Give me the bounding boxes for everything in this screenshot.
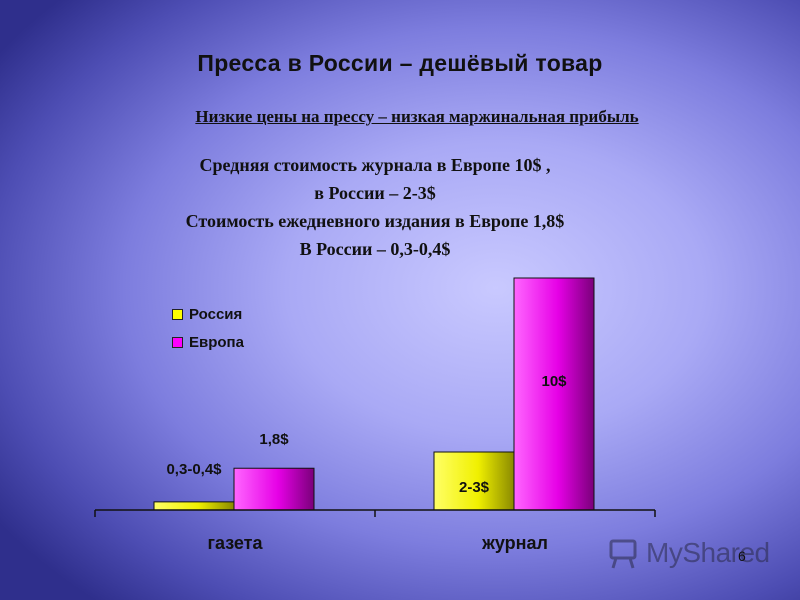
legend-swatch-europe [172,336,183,348]
category-label-gazeta: газета [207,533,263,553]
legend-item-russia: Россия [172,300,244,328]
legend-label-russia: Россия [189,305,243,323]
legend-swatch-russia [172,308,183,320]
slide-title: Пресса в России – дешёвый товар [197,50,603,76]
bar-europe-zhurnal [513,277,595,511]
bar-russia-zhurnal [433,451,515,511]
bar-europe-gazeta [233,467,315,511]
data-label-russia-zhurnal: 2-3$ [459,479,490,496]
legend-item-europe: Европа [172,328,244,356]
data-label-russia-gazeta: 0,3-0,4$ [166,461,222,478]
price-note-line: Стоимость ежедневного издания в Европе 1… [185,211,565,231]
watermark-text: MyShared [646,537,770,568]
price-note-line: Средняя стоимость журнала в Европе 10$ , [199,155,551,175]
price-notes: Средняя стоимость журнала в Европе 10$ ,… [0,151,750,263]
slide-subtitle: Низкие цены на прессу – низкая маржиналь… [195,107,639,126]
presentation-board-icon [609,539,637,569]
chart-legend: Россия Европа [172,300,244,356]
bar-russia-gazeta [153,501,235,511]
data-label-europe-gazeta: 1,8$ [259,431,289,448]
price-note-line: В России – 0,3-0,4$ [299,239,451,259]
page-number: 6 [738,548,746,564]
price-note-line: в России – 2-3$ [314,183,436,203]
data-label-europe-zhurnal: 10$ [541,373,567,390]
legend-label-europe: Европа [189,333,244,351]
category-label-zhurnal: журнал [481,533,548,553]
watermark: MyShared [608,536,770,570]
